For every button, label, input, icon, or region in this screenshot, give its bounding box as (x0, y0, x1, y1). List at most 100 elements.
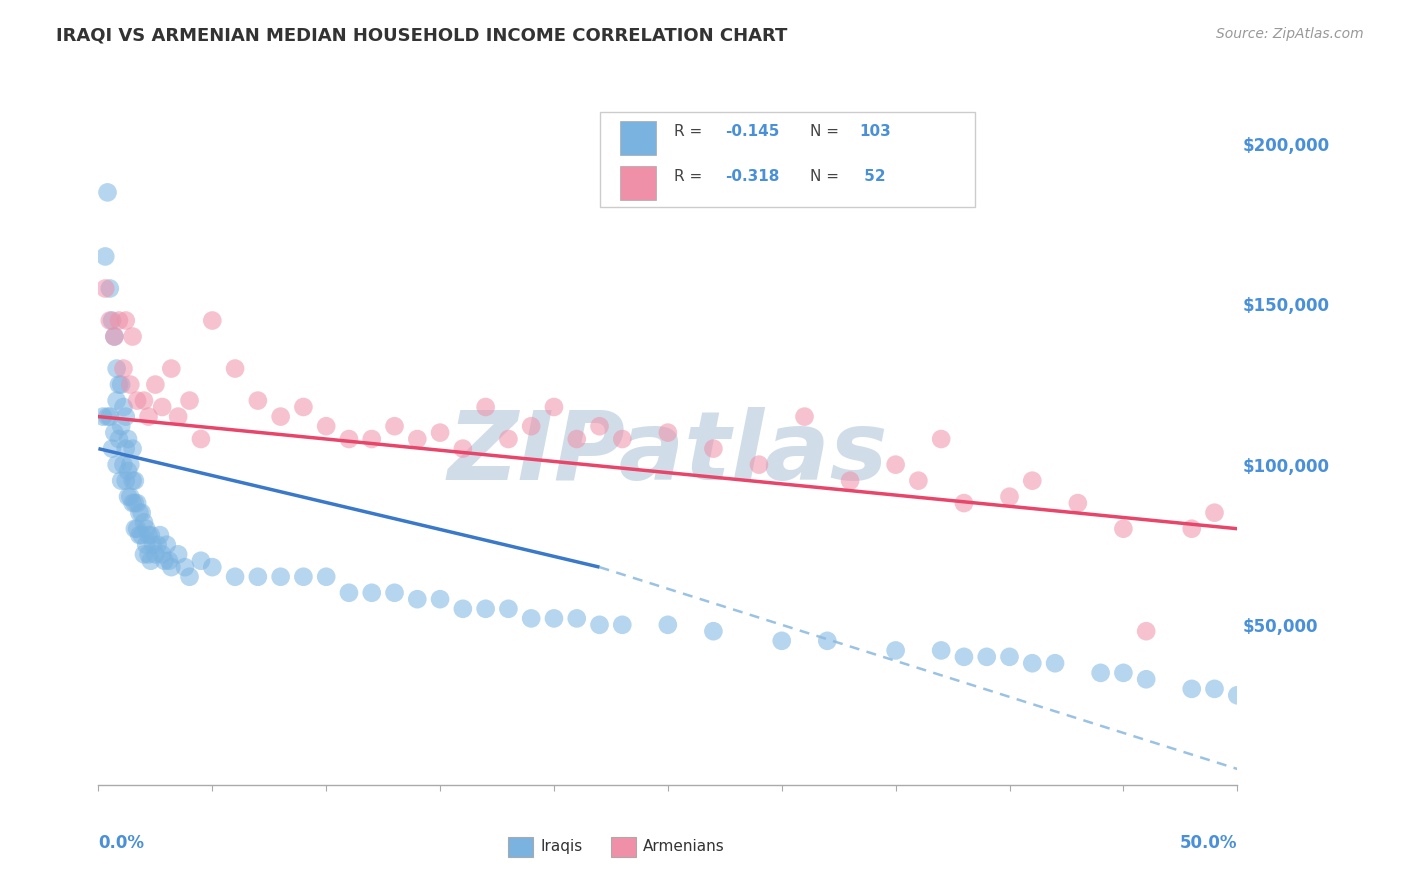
Point (406, 592, 429, 607)
Point (105, 393, 128, 408)
FancyBboxPatch shape (620, 166, 657, 200)
Point (132, 547, 155, 561)
Point (110, 419, 132, 434)
Point (124, 474, 146, 488)
Point (429, 425, 451, 440)
Point (120, 377, 142, 392)
Point (815, 633, 838, 648)
Point (451, 601, 474, 615)
Text: -0.318: -0.318 (725, 169, 779, 184)
Point (127, 522, 149, 536)
Point (884, 643, 907, 657)
Point (520, 611, 543, 625)
Point (770, 633, 793, 648)
Point (114, 313, 136, 327)
Point (101, 442, 124, 456)
Point (748, 458, 770, 472)
Point (1340, 714, 1362, 728)
Point (498, 432, 520, 446)
Point (108, 432, 131, 446)
Text: 103: 103 (859, 125, 891, 139)
Point (105, 361, 128, 376)
Point (114, 409, 136, 424)
Point (1226, 688, 1249, 702)
Point (1112, 522, 1135, 536)
Point (907, 474, 929, 488)
Text: R =: R = (673, 169, 707, 184)
Point (953, 496, 976, 510)
Point (543, 611, 565, 625)
Point (884, 458, 907, 472)
Bar (509, 837, 533, 857)
Point (976, 649, 998, 664)
Point (138, 409, 160, 424)
Point (474, 400, 496, 414)
Point (127, 393, 149, 408)
Point (929, 643, 952, 657)
Text: N =: N = (810, 169, 844, 184)
Point (145, 547, 167, 561)
Point (1249, 698, 1271, 712)
Point (337, 586, 360, 600)
Point (150, 400, 173, 414)
Point (98, 409, 121, 424)
Point (103, 329, 125, 343)
Point (131, 528, 153, 542)
Bar (610, 837, 636, 857)
Point (132, 393, 155, 408)
Point (588, 419, 610, 434)
Point (96, 186, 118, 200)
Point (156, 538, 179, 552)
Point (108, 377, 131, 392)
Point (98, 281, 121, 295)
Point (292, 570, 315, 584)
Point (128, 506, 150, 520)
Point (167, 409, 190, 424)
Point (702, 442, 724, 456)
Point (292, 400, 315, 414)
Point (117, 490, 139, 504)
Point (105, 458, 128, 472)
Point (657, 617, 679, 632)
Point (112, 400, 135, 414)
Point (1271, 698, 1294, 712)
Point (246, 393, 269, 408)
Point (1204, 681, 1226, 696)
Point (138, 547, 160, 561)
Point (406, 432, 429, 446)
Point (139, 528, 162, 542)
Point (1362, 714, 1385, 728)
Point (1090, 665, 1112, 680)
Point (153, 554, 176, 568)
Point (953, 649, 976, 664)
Point (498, 601, 520, 615)
Point (94, 281, 117, 295)
Point (998, 490, 1021, 504)
Text: -0.145: -0.145 (725, 125, 779, 139)
Point (520, 419, 543, 434)
Point (1021, 657, 1043, 671)
Point (101, 313, 124, 327)
Point (114, 474, 136, 488)
Point (127, 496, 149, 510)
Point (1112, 665, 1135, 680)
Point (1295, 698, 1317, 712)
Point (138, 528, 160, 542)
Point (201, 313, 224, 327)
Point (160, 560, 183, 574)
Point (337, 432, 360, 446)
Point (201, 560, 224, 574)
Text: 52: 52 (859, 169, 886, 184)
Point (315, 570, 337, 584)
Point (1043, 657, 1066, 671)
Text: N =: N = (810, 125, 844, 139)
Point (110, 377, 132, 392)
Point (121, 442, 143, 456)
Point (121, 329, 143, 343)
Point (120, 490, 142, 504)
Point (451, 442, 474, 456)
Point (224, 361, 246, 376)
Point (1135, 624, 1157, 639)
Point (131, 506, 153, 520)
Point (474, 601, 496, 615)
